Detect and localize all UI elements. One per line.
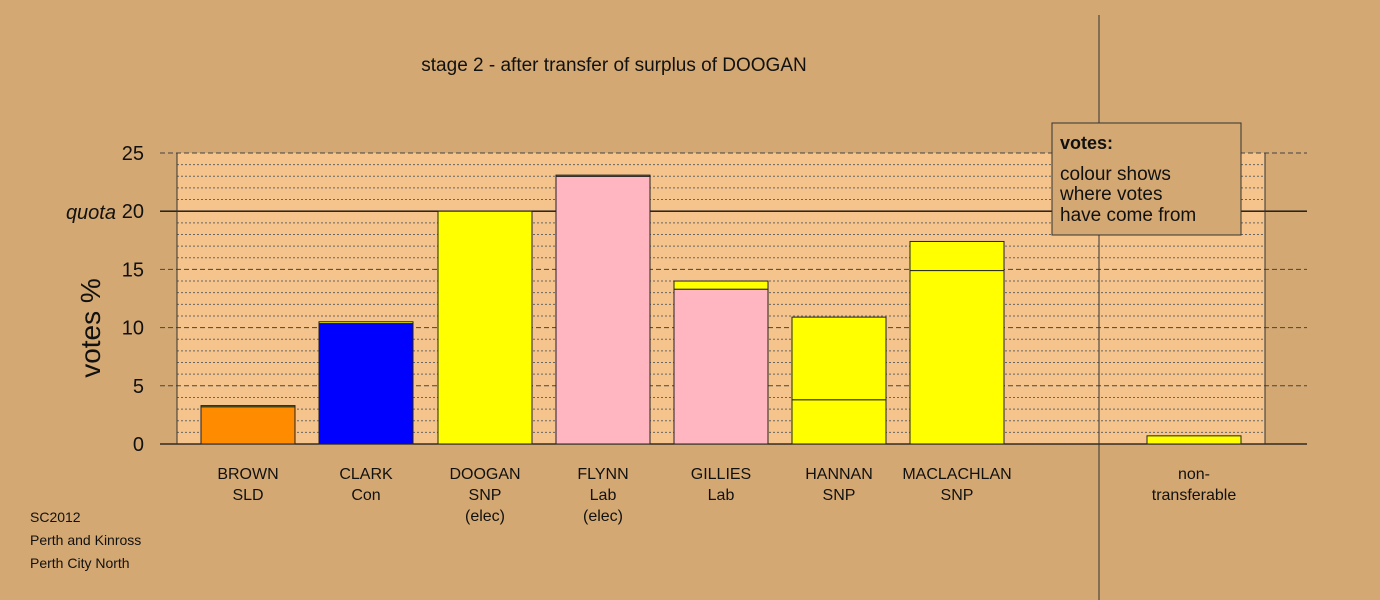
bar-segment [555,174,651,177]
chart-title: stage 2 - after transfer of surplus of D… [421,55,806,76]
footer: SC2012 Perth and Kinross Perth City Nort… [30,506,141,575]
bar-segment [1146,435,1242,445]
category-label: CLARK [339,466,393,483]
bar-segment [555,175,651,445]
legend-line-1: colour shows [1060,164,1171,185]
category-label: SNP [469,487,502,504]
bar-segment [200,406,296,445]
category-label: Con [351,487,380,504]
footer-ward: Perth City North [30,555,130,571]
footer-council: Perth and Kinross [30,532,142,548]
category-label: GILLIES [691,466,751,483]
y-tick-label: 15 [122,259,144,281]
y-tick-label: 25 [122,143,144,165]
quota-label: quota [66,202,116,224]
bar-segment [437,210,533,445]
category-labels: BROWN SLD CLARK Con DOOGAN SNP (elec) FLYNN Lab (… [217,466,1236,525]
y-tick-label: 20 [122,201,144,223]
category-label: BROWN [217,466,278,483]
legend-title: votes: [1060,133,1113,153]
bar-segment [673,288,769,445]
category-label: non- [1178,466,1210,483]
y-tick-label: 0 [133,434,144,456]
legend-box [1051,122,1242,236]
category-label: SNP [823,487,856,504]
bar-segment [673,280,769,290]
y-axis-ticks: 0 5 10 15 20 25 [122,143,144,456]
y-axis-label: votes % [75,278,106,378]
bar-segment [791,399,887,445]
bar-segment [200,405,296,408]
category-label: DOOGAN [449,466,520,483]
bars [200,174,1242,445]
category-label: FLYNN [577,466,628,483]
legend-line-2: where votes [1059,184,1162,205]
bar-segment [909,270,1005,445]
bar-segment [909,240,1005,272]
bar-segment [318,321,414,325]
legend: votes: colour shows where votes have com… [1051,122,1242,236]
y-tick-label: 5 [133,376,144,398]
legend-line-3: have come from [1060,205,1196,226]
category-label: MACLACHLAN [902,466,1011,483]
category-label: Lab [590,487,617,504]
footer-election: SC2012 [30,509,81,525]
category-label: SNP [941,487,974,504]
y-tick-label: 10 [122,318,144,340]
category-label: transferable [1152,487,1237,504]
category-label: SLD [232,487,263,504]
category-label: Lab [708,487,735,504]
bar-segment [318,323,414,445]
category-label: (elec) [465,508,505,525]
category-label: (elec) [583,508,623,525]
bar-segment [791,316,887,401]
category-label: HANNAN [805,466,873,483]
